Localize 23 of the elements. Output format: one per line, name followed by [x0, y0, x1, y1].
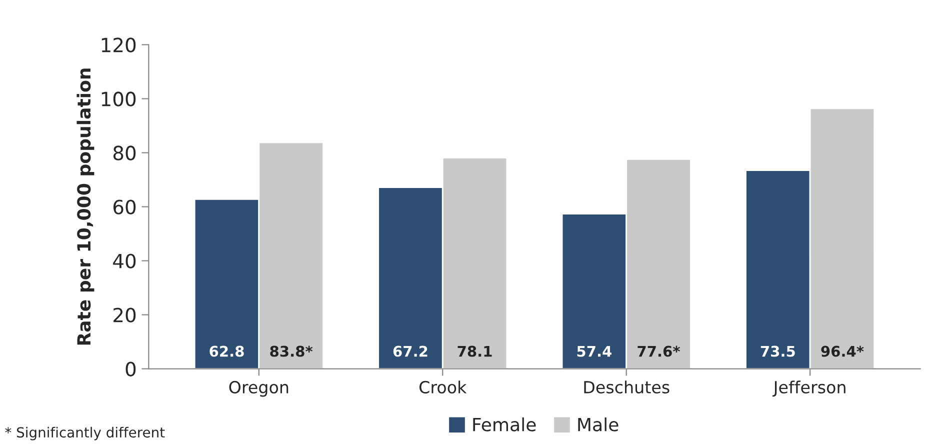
text: * Significantly different	[5, 426, 165, 440]
y-tick-label: 40	[113, 254, 136, 268]
y-tick-label: 20	[114, 308, 136, 322]
x-tick-label: Deschutes	[584, 380, 670, 394]
data-label: 96.4*	[821, 346, 864, 357]
legend-label: Male	[578, 417, 618, 432]
data-label: 73.5	[760, 346, 795, 357]
y-axis-title: Rate per 10,000 population	[76, 68, 94, 345]
y-tick-label: 60	[113, 200, 136, 214]
data-label: 78.1	[458, 346, 492, 357]
data-label: 83.8*	[270, 346, 313, 357]
y-tick-label: 0	[126, 362, 136, 376]
y-tick-label: 120	[102, 38, 136, 52]
legend-label: Female	[473, 417, 536, 432]
y-tick-label: 80	[113, 146, 136, 160]
data-label: 67.2	[393, 346, 428, 357]
x-tick-label: Jefferson	[772, 380, 846, 397]
y-tick-label: 100	[102, 92, 136, 106]
data-label: 77.6*	[638, 346, 680, 357]
x-tick-label: Oregon	[229, 380, 288, 397]
x-tick-label: Crook	[419, 380, 467, 394]
data-label: 62.8	[210, 346, 244, 357]
data-label: 57.4	[577, 346, 612, 357]
